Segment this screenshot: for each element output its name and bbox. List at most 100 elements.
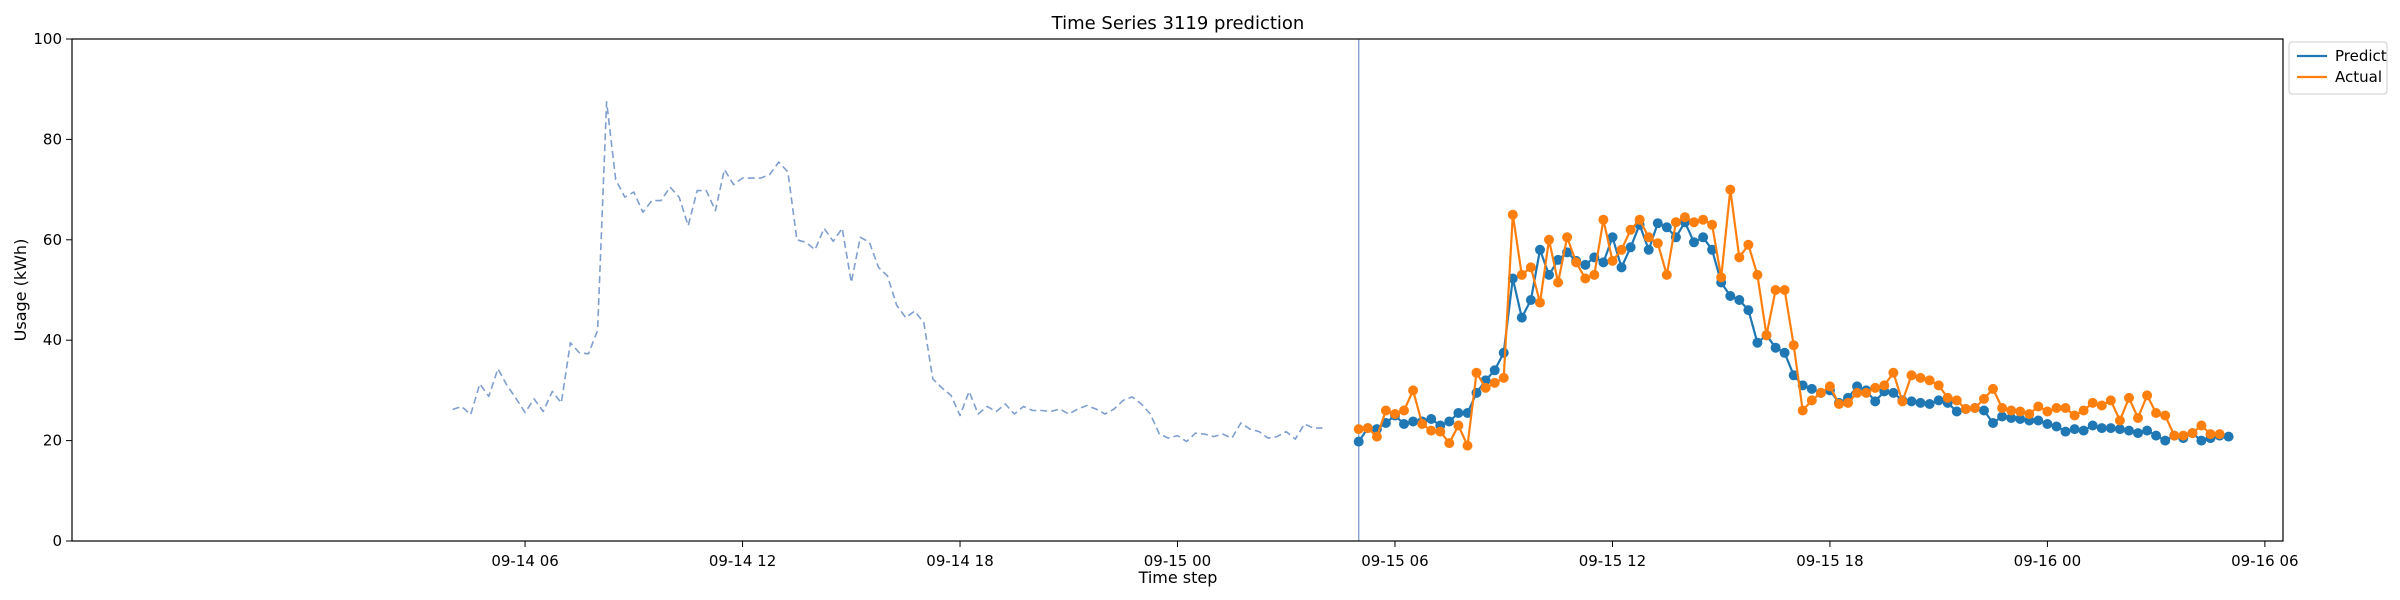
predict-point bbox=[1661, 222, 1672, 233]
x-tick-label: 09-14 12 bbox=[709, 552, 776, 570]
actual-point bbox=[1960, 404, 1971, 414]
predict-point bbox=[2087, 420, 2098, 431]
predict-point bbox=[1806, 383, 1817, 394]
actual-point bbox=[1797, 405, 1808, 416]
actual-point bbox=[2196, 420, 2207, 431]
predict-point bbox=[1888, 387, 1899, 398]
actual-point bbox=[1399, 405, 1409, 416]
actual-point bbox=[1371, 431, 1382, 442]
actual-point bbox=[1353, 424, 1364, 435]
x-tick-label: 09-15 18 bbox=[1796, 552, 1863, 570]
actual-point bbox=[1752, 269, 1763, 280]
actual-point bbox=[1589, 269, 1600, 280]
actual-point bbox=[1924, 375, 1935, 386]
actual-point bbox=[1634, 214, 1645, 225]
actual-point bbox=[1834, 399, 1844, 409]
actual-point bbox=[2214, 429, 2225, 440]
y-axis-label: Usage (kWh) bbox=[11, 239, 30, 342]
predict-point bbox=[2142, 425, 2153, 436]
actual-point bbox=[2151, 408, 2162, 418]
actual-point bbox=[1870, 382, 1881, 393]
actual-point bbox=[2060, 403, 2071, 413]
actual-point bbox=[1743, 239, 1754, 250]
actual-point bbox=[1779, 285, 1790, 295]
predict-point bbox=[1997, 411, 2008, 422]
actual-point bbox=[2042, 406, 2053, 417]
x-tick-label: 09-15 06 bbox=[1361, 552, 1428, 570]
actual-point bbox=[1544, 234, 1554, 245]
actual-point bbox=[1462, 440, 1473, 451]
predict-point bbox=[1399, 419, 1409, 429]
predict-point bbox=[1462, 408, 1473, 418]
actual-point bbox=[1915, 372, 1926, 383]
predict-point bbox=[1779, 347, 1790, 358]
predict-point bbox=[1525, 295, 1536, 305]
predict-point bbox=[1906, 396, 1917, 407]
predict-point bbox=[1689, 237, 1699, 248]
actual-point bbox=[1616, 244, 1627, 255]
predict-point bbox=[2223, 431, 2234, 442]
predict-point bbox=[1734, 295, 1745, 305]
chart-title: Time Series 3119 prediction bbox=[1051, 13, 1305, 34]
actual-point bbox=[1580, 273, 1591, 284]
predict-point bbox=[1652, 218, 1663, 229]
axes-layer: 0 20 40 60 80 100 09-14 06 09-14 12 09-14 18 09-1… bbox=[33, 30, 2298, 570]
x-tick-label: 09-16 06 bbox=[2231, 552, 2298, 570]
actual-point bbox=[1607, 255, 1618, 266]
plot-frame bbox=[71, 38, 2284, 542]
x-tick-label: 09-15 00 bbox=[1144, 552, 1211, 570]
actual-point bbox=[1689, 217, 1699, 228]
actual-point bbox=[1806, 395, 1817, 406]
predict-point bbox=[2124, 425, 2134, 436]
predict-point bbox=[1707, 244, 1718, 255]
x-axis-label: Time step bbox=[1138, 568, 1218, 587]
actual-point bbox=[1444, 438, 1455, 449]
y-tick-label: 80 bbox=[43, 130, 62, 148]
legend: Predict Actual bbox=[2288, 41, 2388, 95]
predict-point bbox=[1951, 406, 1962, 417]
actual-point bbox=[1861, 387, 1872, 398]
actual-point bbox=[1390, 409, 1400, 419]
actual-point bbox=[1670, 217, 1681, 228]
actual-point bbox=[1380, 405, 1391, 416]
x-tick-label: 09-14 06 bbox=[491, 552, 558, 570]
series-layer bbox=[452, 39, 2234, 541]
predict-point bbox=[1870, 396, 1881, 407]
predict-point bbox=[2078, 425, 2089, 436]
actual-point bbox=[1707, 219, 1718, 230]
predict-point bbox=[1743, 305, 1754, 316]
actual-point bbox=[2169, 430, 2180, 441]
actual-point bbox=[1979, 393, 1989, 404]
predict-point bbox=[1616, 262, 1627, 273]
x-tick-label: 09-16 00 bbox=[2014, 552, 2081, 570]
actual-point bbox=[1625, 224, 1636, 235]
predict-point bbox=[1752, 337, 1763, 348]
y-tick-label: 20 bbox=[43, 432, 62, 450]
actual-point bbox=[1507, 209, 1518, 220]
predict-point bbox=[1580, 259, 1591, 270]
predict-point bbox=[2133, 428, 2143, 439]
actual-point bbox=[2033, 401, 2044, 412]
predict-point bbox=[1933, 395, 1944, 406]
actual-point bbox=[1679, 212, 1690, 223]
actual-point bbox=[1661, 269, 1672, 280]
actual-point bbox=[1716, 272, 1727, 283]
actual-point bbox=[1725, 184, 1736, 195]
predict-point bbox=[1535, 244, 1545, 255]
actual-point bbox=[1761, 330, 1772, 341]
predict-point bbox=[1453, 408, 1464, 418]
predict-point bbox=[2033, 415, 2044, 426]
actual-point bbox=[2114, 415, 2125, 426]
legend-label-predict: Predict bbox=[2335, 47, 2387, 65]
actual-point bbox=[1734, 252, 1745, 263]
actual-point bbox=[1951, 395, 1962, 406]
predict-point bbox=[1408, 416, 1419, 427]
actual-point bbox=[2078, 405, 2089, 416]
actual-point bbox=[1571, 257, 1582, 268]
predict-point bbox=[2006, 413, 2017, 423]
actual-point bbox=[1362, 423, 1373, 434]
predict-point bbox=[1788, 370, 1799, 381]
predict-point bbox=[1625, 242, 1636, 253]
predict-point bbox=[1516, 312, 1527, 323]
actual-point bbox=[1516, 269, 1527, 280]
